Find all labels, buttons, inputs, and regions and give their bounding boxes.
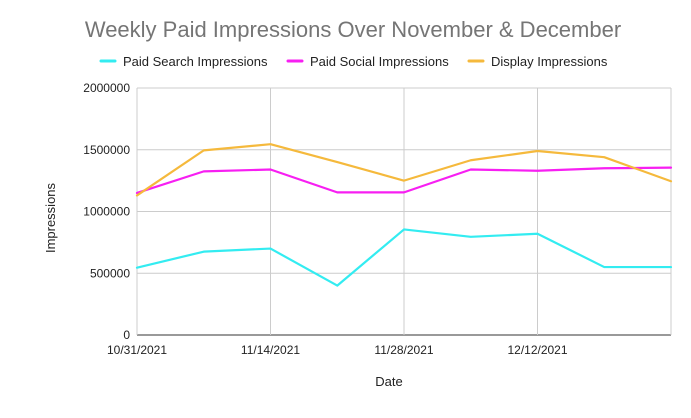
grid-lines (136, 87, 672, 336)
series-lines (135, 143, 673, 287)
legend-label: Paid Social Impressions (310, 54, 449, 69)
y-tick-label: 500000 (90, 266, 130, 280)
series-line-2 (135, 166, 673, 195)
x-tick-label: 10/31/2021 (107, 343, 167, 357)
legend: Paid Search Impressions Paid Social Impre… (99, 54, 608, 69)
x-tick-label: 11/14/2021 (241, 343, 300, 357)
y-axis-label: Impressions (43, 182, 58, 253)
x-tick-label: 11/28/2021 (374, 343, 433, 357)
y-axis-ticks: 0 500000 1000000 1500000 2000000 (83, 81, 130, 342)
series-line-3 (135, 143, 673, 197)
y-tick-label: 0 (123, 328, 130, 342)
y-tick-label: 1000000 (83, 205, 130, 219)
chart-title: Weekly Paid Impressions Over November & … (85, 17, 621, 42)
y-tick-label: 2000000 (83, 81, 130, 95)
x-axis-label: Date (375, 374, 402, 389)
series-line-1 (135, 228, 673, 287)
y-tick-label: 1500000 (83, 143, 130, 157)
x-axis-ticks: 10/31/2021 11/14/2021 11/28/2021 12/12/2021 (107, 343, 568, 357)
legend-label: Display Impressions (491, 54, 608, 69)
legend-label: Paid Search Impressions (123, 54, 268, 69)
x-tick-label: 12/12/2021 (507, 343, 567, 357)
